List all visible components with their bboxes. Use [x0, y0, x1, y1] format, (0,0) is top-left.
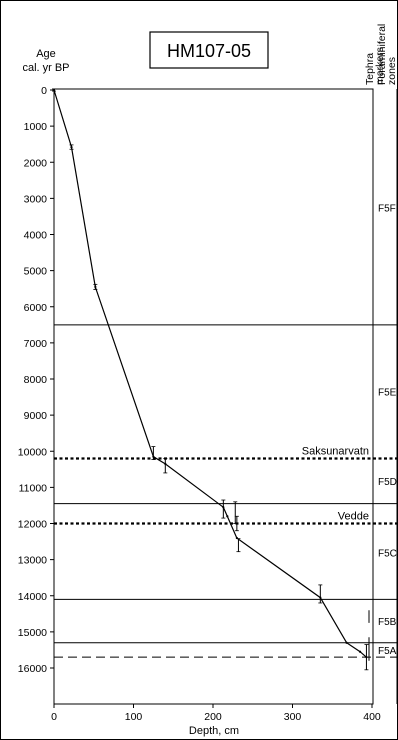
x-tick-label: 0	[51, 711, 57, 723]
y-tick-label: 2000	[24, 157, 48, 169]
x-tick-label: 200	[204, 711, 222, 723]
y-axis-label-line2: cal. yr BP	[22, 62, 69, 74]
plot-area: 0100020003000400050006000700080009000100…	[18, 85, 398, 723]
age-depth-line	[53, 89, 367, 658]
y-tick-label: 3000	[24, 193, 48, 205]
y-tick-label: 11000	[19, 482, 48, 494]
data-point	[152, 455, 155, 458]
data-point	[226, 515, 229, 518]
chart-title: HM107-05	[167, 41, 251, 61]
data-point	[235, 536, 238, 540]
y-tick-label: 5000	[24, 266, 48, 278]
y-tick-label: 1000	[24, 121, 48, 133]
data-point	[365, 656, 368, 659]
y-tick-label: 14000	[18, 591, 47, 603]
data-point	[70, 145, 73, 149]
zones-header-line1: Foraminiferal	[376, 24, 388, 85]
y-tick-label: 7000	[24, 338, 48, 350]
y-tick-label: 15000	[18, 627, 47, 639]
data-point	[358, 650, 362, 653]
data-point	[94, 285, 97, 288]
tephra-header-line2: markers	[374, 47, 386, 85]
title-box	[149, 31, 269, 69]
data-point	[345, 641, 348, 644]
data-point	[164, 462, 167, 465]
zone-label: F5F	[378, 203, 396, 214]
zones-header-line2: zones	[386, 57, 398, 85]
y-tick-label: 9000	[24, 410, 48, 422]
y-tick-label: 8000	[24, 374, 48, 386]
data-point	[319, 596, 322, 599]
x-tick-label: 100	[125, 711, 143, 723]
tephra-label: Saksunarvatn	[302, 445, 369, 457]
tephra-header-line1: Tephra	[364, 53, 376, 85]
zone-label: F5C	[378, 548, 397, 559]
y-tick-label: 0	[41, 85, 47, 97]
x-tick-label: 300	[284, 711, 302, 723]
x-tick-label: 400	[363, 711, 381, 723]
zone-label: F5D	[378, 477, 397, 488]
y-tick-label: 16000	[18, 663, 47, 675]
tephra-label: Vedde	[338, 511, 369, 523]
y-tick-label: 6000	[24, 302, 48, 314]
data-point	[52, 88, 56, 92]
data-point	[222, 506, 225, 509]
zone-label: F5A	[378, 646, 397, 657]
y-tick-label: 13000	[18, 555, 47, 567]
x-axis-label: Depth, cm	[189, 725, 239, 737]
zone-label: F5E	[378, 388, 397, 399]
y-tick-label: 10000	[18, 446, 47, 458]
y-tick-label: 4000	[24, 230, 48, 242]
y-tick-label: 12000	[18, 519, 47, 531]
zone-label: F5B	[378, 617, 397, 628]
y-axis-label-line1: Age	[36, 48, 56, 60]
